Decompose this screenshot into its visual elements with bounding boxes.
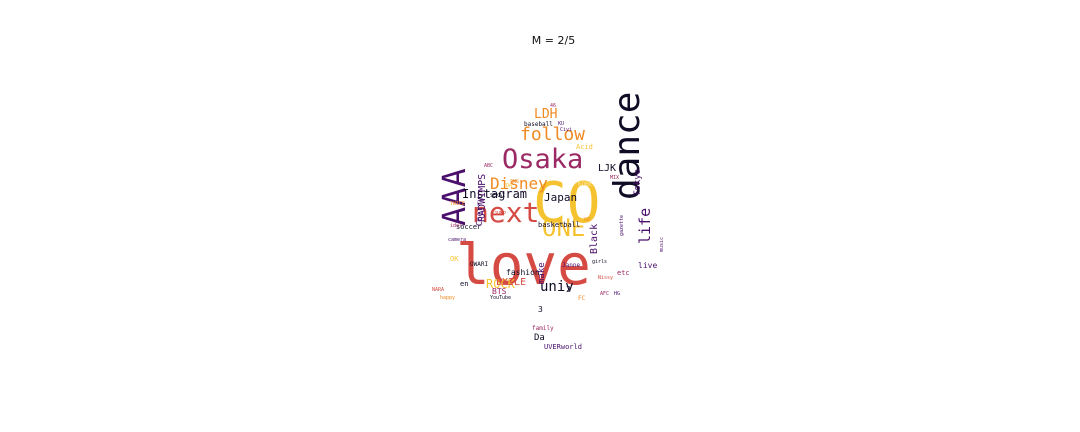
cloud-word: UVERworld xyxy=(544,343,582,351)
cloud-word: ONE xyxy=(542,214,586,242)
cloud-word: girls xyxy=(592,259,608,265)
cloud-word: live xyxy=(638,261,658,270)
cloud-word: 2 xyxy=(566,285,571,294)
figure-title: M = 2/5 xyxy=(531,34,576,47)
word-cloud-spade: CO love dance AAA Osaka next ONE follow Disney li… xyxy=(420,76,690,366)
cloud-word: Acid xyxy=(576,143,593,151)
cloud-word: Civi xyxy=(560,127,573,133)
cloud-word: music xyxy=(659,236,665,252)
cloud-word: life xyxy=(636,207,654,244)
cloud-word: EXILE xyxy=(496,277,527,288)
cloud-word: en xyxy=(460,280,469,288)
cloud-word: FC xyxy=(578,295,586,302)
cloud-word: Nissy xyxy=(598,275,614,281)
cloud-word: univ xyxy=(540,279,574,295)
cloud-word: BTS xyxy=(492,287,507,296)
cloud-word: AFC xyxy=(600,291,610,297)
cloud-word: etc xyxy=(617,269,630,277)
cloud-word: SNS xyxy=(510,179,520,185)
cloud-word: DA xyxy=(506,183,513,189)
cloud-word: TWICE xyxy=(450,201,466,207)
cloud-word: Instagram xyxy=(462,187,528,201)
cloud-word: idol xyxy=(450,223,463,229)
cloud-word: MIX xyxy=(610,175,620,181)
cloud-word: ABC xyxy=(484,163,494,169)
cloud-word: love xyxy=(456,233,591,298)
cloud-word: next xyxy=(472,196,540,229)
cloud-word: follow xyxy=(520,124,586,145)
cloud-word: SEKAI xyxy=(490,193,506,199)
cloud-word: gazette xyxy=(619,214,625,236)
cloud-word: Janne xyxy=(562,262,581,269)
cloud-word: Japan xyxy=(544,191,578,204)
cloud-word: KU xyxy=(558,121,565,127)
cloud-word: 3 xyxy=(538,305,543,314)
cloud-word: NARA xyxy=(432,287,445,293)
cloud-word: LDH xyxy=(534,107,558,122)
cloud-word: LJK xyxy=(598,163,617,174)
cloud-word: camera xyxy=(448,237,467,243)
cloud-word: KOBE xyxy=(578,181,593,188)
cloud-word: Disney xyxy=(490,174,548,193)
cloud-word: JUMP xyxy=(494,211,507,217)
cloud-word: Cherry xyxy=(475,197,484,226)
cloud-word: Black xyxy=(589,223,600,254)
cloud-word: basketball xyxy=(538,221,581,229)
cloud-word: family xyxy=(532,325,554,332)
cloud-word: OWARI xyxy=(470,261,489,268)
cloud-word: CO xyxy=(533,171,601,236)
cloud-word: soccer xyxy=(456,223,482,231)
cloud-word: Tokyo xyxy=(633,168,643,196)
cloud-word: happy xyxy=(440,295,456,301)
cloud-word: Da xyxy=(534,333,545,343)
cloud-word: OK xyxy=(450,255,459,263)
cloud-word: fashion xyxy=(506,268,540,277)
cloud-word: HG xyxy=(614,291,621,297)
cloud-word: 46 xyxy=(550,103,557,109)
cloud-word: Osaka xyxy=(502,144,584,175)
cloud-word: make xyxy=(537,262,547,284)
cloud-word: ROCK xyxy=(486,277,515,291)
cloud-word: YouTube xyxy=(490,295,512,301)
cloud-word: baseball xyxy=(524,121,553,128)
cloud-word: GO xyxy=(584,217,591,223)
